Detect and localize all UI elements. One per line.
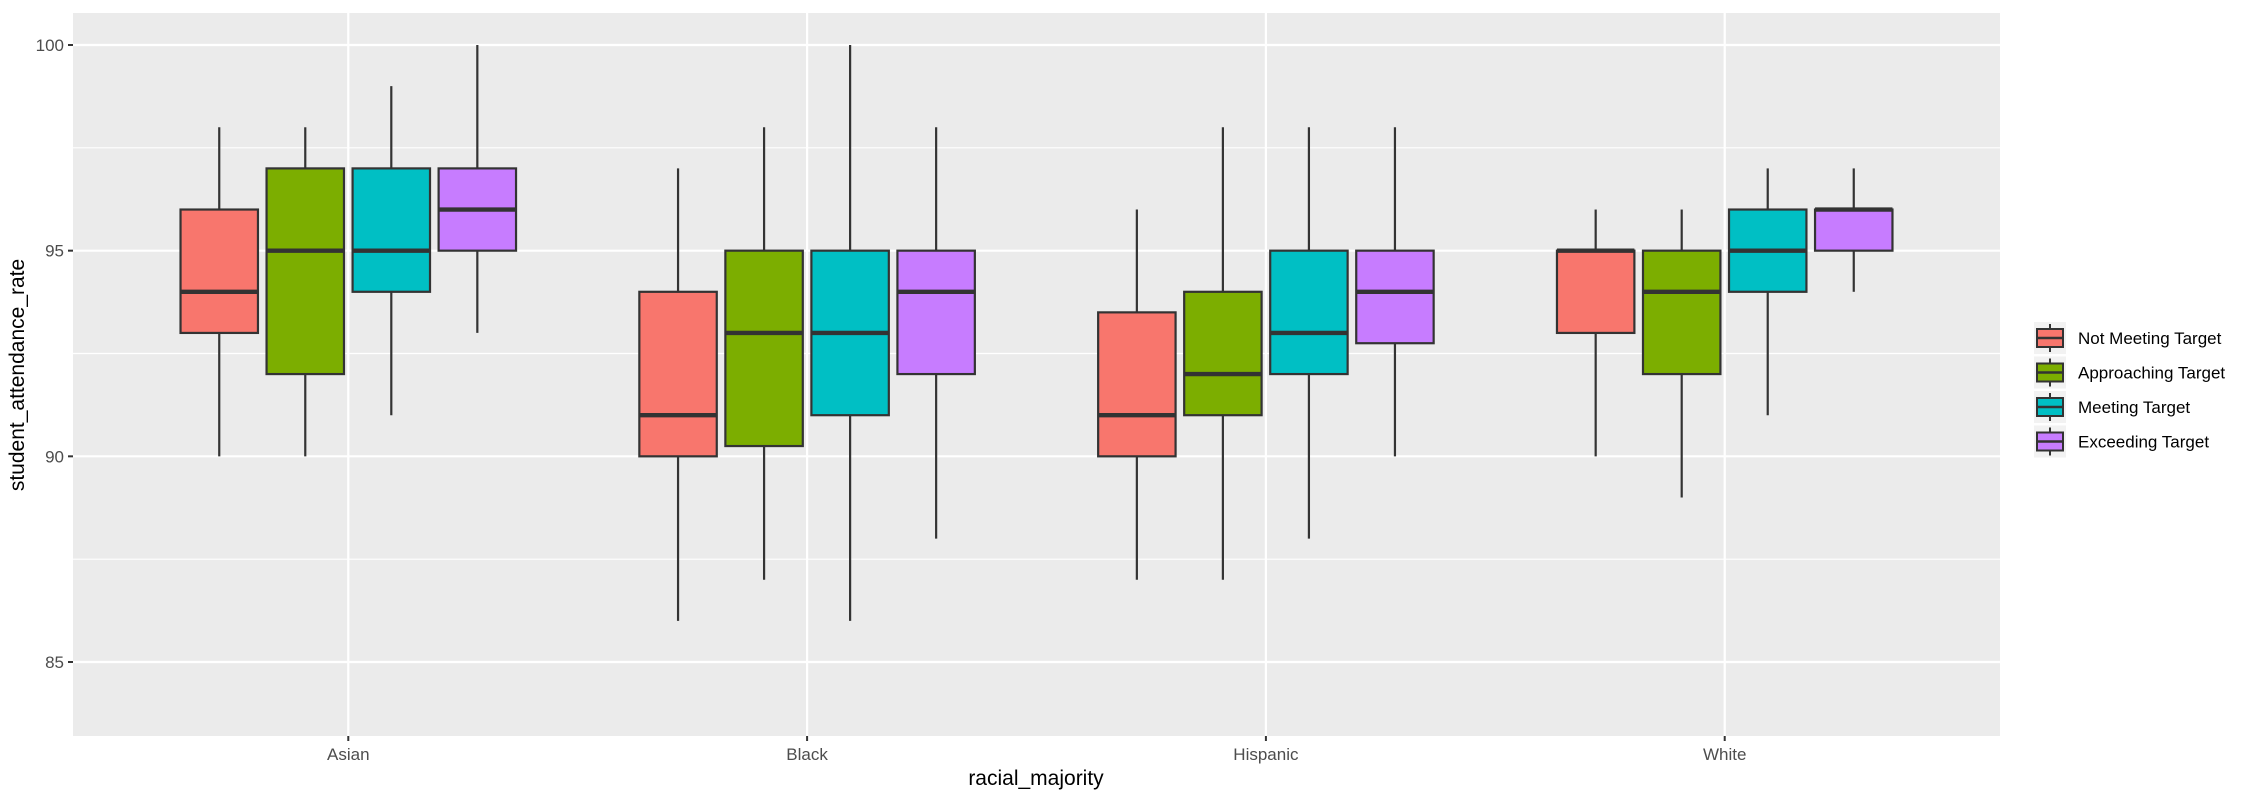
box-iqr [1813, 208, 1894, 252]
box-asian-exceeding-target [437, 45, 518, 333]
box-asian-approaching-target [265, 127, 346, 457]
x-axis: Asian Black Hispanic White [327, 736, 1746, 764]
legend: Not Meeting Target Approaching Target Meet… [2034, 322, 2225, 458]
box-iqr [638, 290, 718, 458]
box-white-exceeding-target [1813, 168, 1894, 292]
x-tick-label: Hispanic [1233, 745, 1299, 764]
box-asian-meeting-target [351, 86, 432, 416]
box-black-approaching-target [724, 127, 804, 580]
box-black-exceeding-target [896, 127, 976, 539]
boxes-layer [179, 45, 1894, 621]
x-tick-label: White [1703, 745, 1746, 764]
legend-label: Not Meeting Target [2078, 329, 2222, 348]
box-hispanic-not-meeting-target [1097, 209, 1177, 580]
legend-label: Approaching Target [2078, 364, 2225, 383]
y-tick-label: 90 [45, 447, 64, 466]
x-tick-label: Black [786, 745, 828, 764]
legend-label: Exceeding Target [2078, 433, 2209, 452]
box-black-not-meeting-target [638, 168, 718, 621]
y-tick-label: 100 [36, 36, 64, 55]
x-axis-title: racial_majority [968, 767, 1104, 790]
box-white-not-meeting-target [1555, 209, 1636, 457]
y-tick-label: 85 [45, 653, 64, 672]
y-axis: 85 90 95 100 [36, 36, 73, 672]
box-iqr [265, 167, 346, 376]
box-hispanic-exceeding-target [1355, 127, 1435, 457]
legend-item: Meeting Target [2034, 391, 2190, 423]
legend-item: Approaching Target [2034, 356, 2225, 389]
box-iqr [724, 249, 804, 448]
box-iqr [1183, 290, 1263, 417]
box-iqr [1355, 249, 1435, 345]
box-black-meeting-target [810, 45, 890, 621]
legend-item: Exceeding Target [2034, 425, 2209, 458]
box-hispanic-meeting-target [1269, 127, 1349, 539]
box-iqr [179, 208, 260, 335]
gridlines [73, 13, 2000, 736]
box-hispanic-approaching-target [1183, 127, 1263, 580]
y-tick-label: 95 [45, 242, 64, 261]
legend-label: Meeting Target [2078, 398, 2190, 417]
box-white-meeting-target [1727, 168, 1808, 416]
legend-item: Not Meeting Target [2034, 322, 2222, 354]
box-iqr [1269, 249, 1349, 376]
x-tick-label: Asian [327, 745, 370, 764]
box-asian-not-meeting-target [179, 127, 260, 457]
box-iqr [896, 249, 976, 376]
y-axis-title: student_attendance_rate [6, 259, 29, 491]
box-iqr [1097, 311, 1177, 458]
box-iqr [1641, 249, 1722, 376]
box-iqr [351, 167, 432, 293]
box-iqr [1555, 249, 1636, 335]
box-white-approaching-target [1641, 209, 1722, 498]
